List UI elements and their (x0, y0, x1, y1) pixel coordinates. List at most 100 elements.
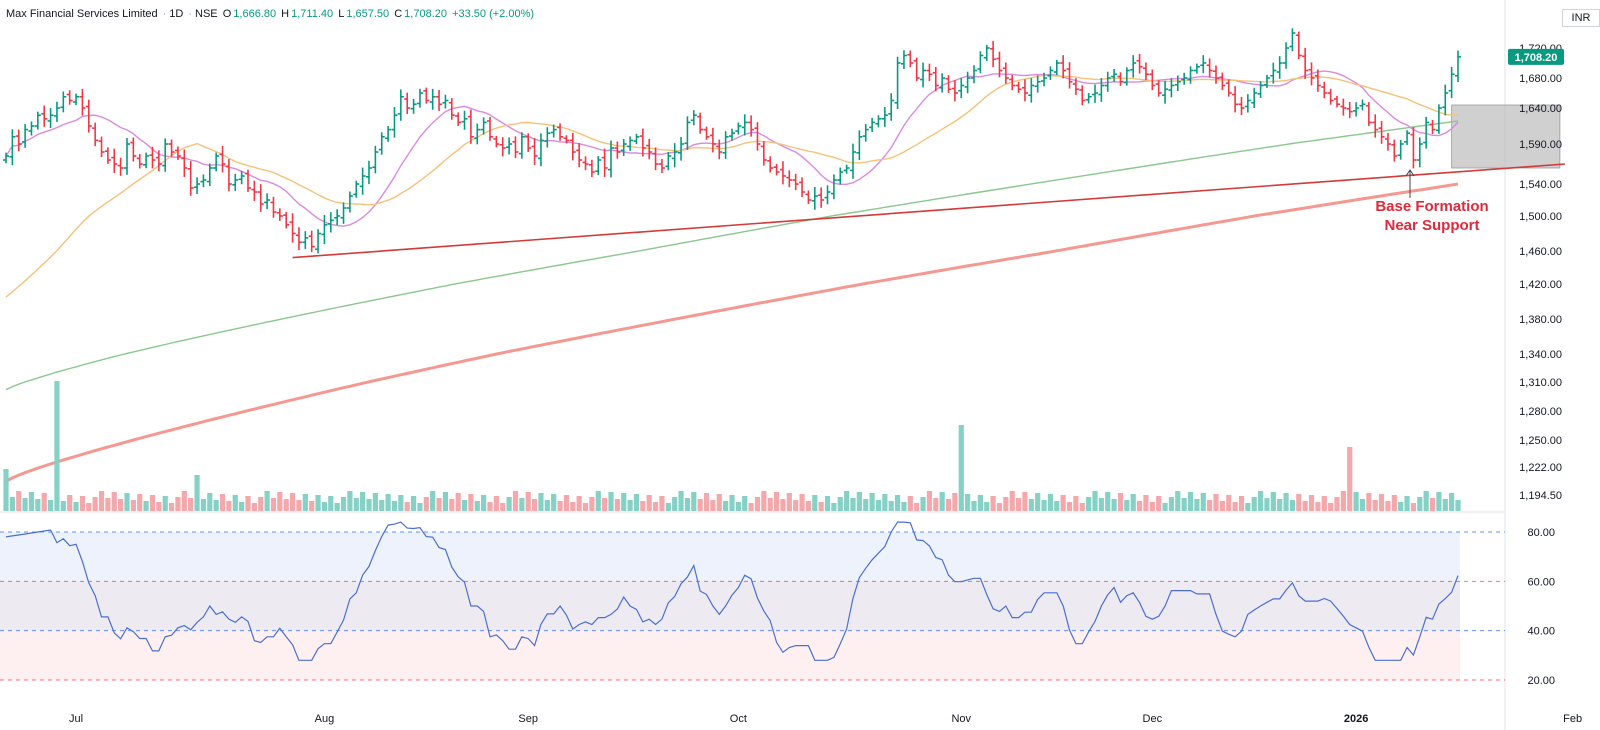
ohlc-bar (945, 75, 952, 93)
ohlc-bar (136, 153, 143, 169)
ohlc-bar (658, 158, 665, 174)
volume-bar (1283, 493, 1289, 511)
volume-bar (474, 501, 480, 511)
price-axis-tick: 1,194.50 (1519, 490, 1562, 502)
volume-bar (716, 494, 722, 511)
ohlc-bar (518, 132, 525, 159)
ohlc-bar (238, 170, 245, 185)
volume-bar (149, 495, 156, 511)
price-axis-tick: 1,540.00 (1519, 179, 1562, 191)
volume-bar (914, 503, 920, 511)
ohlc-bar (1359, 99, 1366, 111)
volume-histogram (3, 381, 1461, 511)
volume-bar (1251, 497, 1257, 511)
volume-bar (1162, 503, 1168, 511)
volume-bar (1378, 494, 1385, 511)
rsi-panel (0, 521, 1505, 681)
volume-bar (672, 497, 678, 511)
volume-bar (812, 495, 818, 511)
volume-bar (334, 503, 340, 511)
ohlc-bar (697, 112, 704, 134)
volume-bar (965, 494, 971, 511)
ohlc-bar (1085, 93, 1092, 104)
volume-bar (563, 495, 570, 511)
ohlc-bar (98, 136, 105, 158)
ohlc-bar (633, 133, 640, 145)
volume-bar (990, 496, 996, 511)
interval-label[interactable]: 1D (169, 8, 184, 20)
ohlc-bar (1289, 28, 1296, 52)
volume-bar (544, 500, 550, 511)
ohlc-bar (1340, 98, 1347, 116)
volume-bar (1219, 501, 1225, 511)
ohlc-bar (748, 115, 755, 137)
ohlc-bar (913, 57, 920, 82)
ohlc-bar (754, 122, 761, 151)
ohlc-bar (1066, 62, 1073, 89)
ohlc-bar (1334, 95, 1340, 108)
time-axis-tick: Dec (1143, 713, 1163, 725)
volume-bar (786, 493, 792, 511)
ohlc-bar (187, 160, 194, 196)
ohlc-bar (684, 116, 691, 150)
support-trendline (292, 163, 1566, 259)
ohlc-bar (73, 93, 80, 106)
ohlc-bar (1142, 62, 1149, 81)
ohlc-bar (302, 231, 309, 249)
volume-bar (436, 498, 442, 511)
volume-bar (16, 491, 22, 511)
volume-bar (780, 499, 786, 511)
ohlc-bar (652, 147, 659, 171)
volume-bar (1130, 494, 1136, 511)
ohlc-bar (416, 88, 423, 108)
volume-bar (366, 499, 372, 511)
ohlc-bar (824, 185, 831, 205)
rsi-axis-tick: 40.00 (1527, 626, 1555, 638)
volume-bar (1442, 499, 1448, 511)
volume-bar (404, 502, 410, 511)
volume-bar (570, 502, 576, 511)
volume-bar (863, 499, 869, 511)
volume-bar (277, 492, 283, 511)
volume-bar (226, 501, 232, 511)
volume-bar (1047, 494, 1054, 511)
ohlc-bar (1041, 72, 1048, 87)
volume-bar (793, 500, 799, 511)
volume-bar (86, 503, 92, 511)
currency-button[interactable]: INR (1562, 9, 1600, 27)
annotation-arrowhead (1405, 169, 1415, 177)
ohlc-bar (1092, 84, 1098, 103)
volume-bar (939, 492, 945, 511)
ohlc-bar (366, 160, 372, 185)
high-label: H (281, 8, 290, 20)
volume-bar (481, 495, 487, 511)
volume-bar (882, 494, 888, 511)
ohlc-bar (818, 187, 825, 208)
open-value: 1,666.80 (233, 8, 277, 20)
ohlc-bar (1410, 127, 1417, 169)
volume-bar (1289, 500, 1296, 511)
rsi-upper-zone (0, 532, 1460, 582)
ohlc-bar (671, 143, 678, 168)
volume-bar (1417, 497, 1423, 511)
ohlc-bar (1028, 78, 1035, 103)
ohlc-bar (569, 132, 576, 161)
ohlc-bar (442, 94, 449, 109)
ohlc-bar (557, 123, 564, 141)
ohlc-bar (162, 138, 169, 172)
volume-bar (754, 497, 761, 511)
volume-bar (98, 491, 105, 511)
volume-bar (1066, 502, 1073, 511)
ohlc-bar (9, 129, 16, 166)
open-label: O (222, 8, 232, 20)
volume-bar (640, 501, 646, 511)
symbol-name[interactable]: Max Financial Services Limited (6, 8, 158, 20)
volume-bar (137, 494, 143, 511)
ohlc-bar (461, 110, 468, 130)
ohlc-bar (130, 137, 137, 162)
volume-bar (818, 502, 824, 511)
high-value: 1,711.40 (291, 8, 334, 20)
volume-bar (67, 495, 73, 511)
ohlc-bar (608, 140, 614, 178)
